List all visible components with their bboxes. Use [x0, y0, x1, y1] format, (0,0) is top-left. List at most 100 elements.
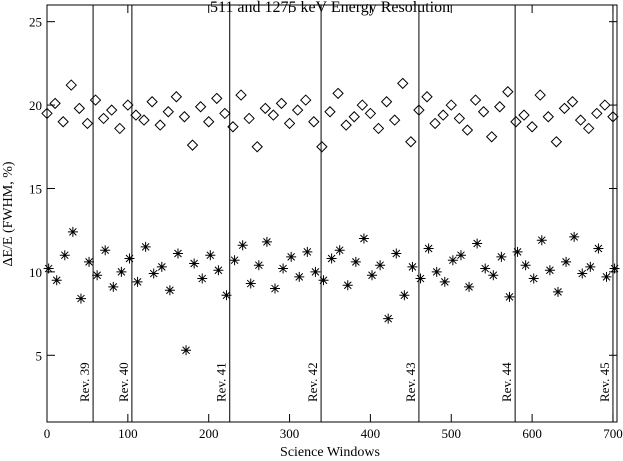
asterisk-point: [342, 280, 353, 291]
diamond-point: [574, 114, 587, 126]
diamond-point: [178, 111, 191, 123]
asterisk-point: [334, 245, 345, 256]
diamond-point: [57, 116, 69, 128]
asterisk-point: [447, 255, 458, 266]
asterisk-point: [156, 261, 167, 272]
revolution-label: Rev. 41: [214, 362, 229, 402]
diamond-point: [332, 87, 344, 100]
diamond-point: [445, 99, 457, 111]
diamond-point: [81, 117, 94, 130]
asterisk-point: [407, 261, 418, 272]
diamond-point: [607, 111, 619, 123]
diamond-point: [227, 121, 239, 133]
asterisk-point: [504, 291, 515, 302]
diamond-point: [65, 79, 77, 91]
revolution-label: Rev. 42: [305, 362, 320, 402]
asterisk-point: [375, 260, 386, 271]
x-tick-label: 200: [199, 426, 219, 441]
asterisk-point: [286, 251, 297, 262]
y-tick-label: 10: [29, 265, 42, 280]
diamond-point: [170, 91, 183, 103]
diamond-point: [146, 96, 158, 108]
diamond-point: [340, 119, 352, 131]
diamond-point: [138, 114, 150, 126]
diamond-point: [105, 104, 118, 116]
diamond-point: [202, 116, 215, 128]
asterisk-point: [261, 236, 272, 247]
diamond-point: [550, 136, 563, 148]
diamond-point: [502, 86, 514, 98]
asterisk-point: [488, 270, 499, 281]
asterisk-point: [132, 276, 143, 287]
diamond-point: [397, 77, 409, 90]
diamond-point: [73, 102, 86, 115]
diamond-point: [41, 107, 53, 120]
diamond-point: [49, 97, 61, 110]
diamond-point: [194, 101, 207, 113]
asterisk-point: [423, 243, 434, 254]
asterisk-point: [245, 278, 256, 289]
diamond-point: [114, 122, 126, 135]
diamond-point: [469, 94, 482, 106]
diamond-point: [380, 96, 393, 108]
asterisk-point: [51, 275, 62, 286]
diamond-point: [154, 119, 166, 131]
asterisk-point: [326, 253, 337, 264]
diamond-point: [388, 114, 401, 126]
asterisk-point: [480, 263, 491, 274]
asterisk-point: [310, 266, 321, 277]
diamond-point: [413, 104, 425, 116]
diamond-point: [372, 122, 385, 135]
diamond-point: [283, 117, 296, 130]
diamond-point: [461, 124, 474, 136]
asterisk-point: [84, 256, 95, 267]
diamond-point: [599, 99, 611, 111]
asterisk-point: [577, 268, 588, 279]
asterisk-point: [367, 270, 378, 281]
asterisk-point: [383, 313, 394, 324]
asterisk-point: [164, 285, 175, 296]
asterisk-point: [561, 256, 572, 267]
diamond-point: [582, 122, 595, 135]
asterisk-point: [415, 273, 426, 284]
asterisk-point: [148, 268, 159, 279]
asterisk-point: [585, 261, 596, 272]
y-tick-label: 15: [29, 181, 42, 196]
diamond-point: [356, 99, 369, 111]
diamond-point: [211, 92, 223, 105]
asterisk-point: [455, 250, 466, 261]
asterisk-point: [278, 263, 289, 274]
diamond-point: [477, 106, 490, 118]
diamond-point: [526, 121, 538, 133]
asterisk-point: [552, 286, 563, 297]
asterisk-point: [544, 265, 555, 276]
plot-frame: [46, 4, 618, 423]
revolution-label: Rev. 40: [116, 362, 131, 402]
asterisk-point: [124, 253, 135, 264]
asterisk-point: [237, 240, 248, 251]
asterisk-point: [609, 263, 620, 274]
diamond-point: [518, 109, 530, 121]
asterisk-point: [464, 281, 475, 292]
asterisk-point: [92, 270, 103, 281]
diamond-point: [275, 97, 288, 110]
asterisk-point: [75, 293, 86, 304]
diamond-point: [494, 101, 506, 113]
asterisk-point: [100, 245, 111, 256]
diamond-point: [324, 106, 336, 118]
diamond-point: [453, 112, 466, 125]
asterisk-point: [536, 235, 547, 246]
asterisk-point: [197, 273, 208, 284]
chart-title: 511 and 1275 keV Energy Resolution: [210, 0, 450, 16]
asterisk-point: [67, 226, 78, 237]
asterisk-point: [221, 290, 232, 301]
y-axis-label: ΔE/E (FWHM, %): [1, 161, 16, 266]
asterisk-point: [108, 281, 119, 292]
asterisk-point: [496, 251, 507, 262]
diamond-point: [259, 102, 272, 115]
asterisk-point: [302, 246, 313, 257]
diamond-point: [300, 94, 312, 106]
x-tick-label: 300: [280, 426, 300, 441]
diamond-point: [243, 112, 255, 125]
diamond-point: [89, 94, 102, 106]
